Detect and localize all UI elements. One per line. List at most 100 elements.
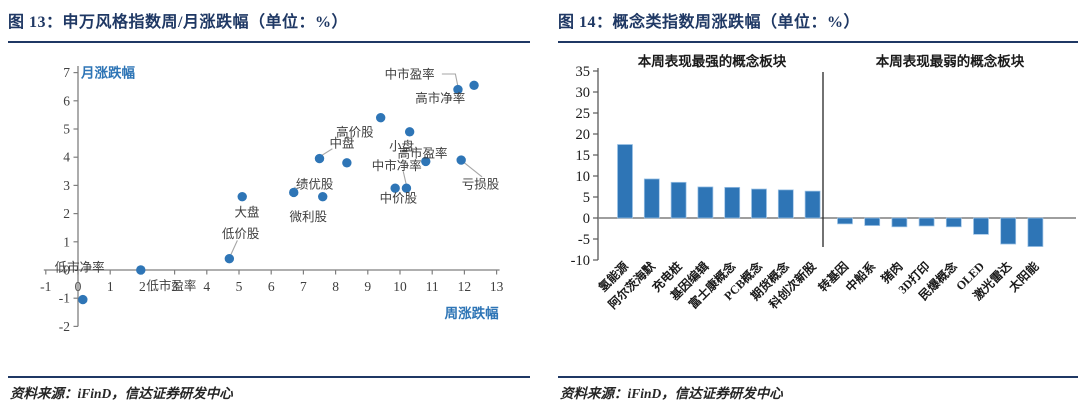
point-label: 高价股 xyxy=(336,124,374,139)
scatter-point xyxy=(237,191,247,202)
bar xyxy=(643,178,660,219)
scatter-point xyxy=(78,294,88,305)
bar xyxy=(973,217,989,235)
category-label: 太阳能 xyxy=(1005,259,1041,295)
bar xyxy=(670,181,687,219)
point-label: 绩优股 xyxy=(296,177,334,191)
y-tick-label: 30 xyxy=(576,85,591,101)
y-tick-label: 35 xyxy=(576,64,591,80)
scatter-point xyxy=(401,183,412,193)
bar xyxy=(918,217,935,227)
scatter-point xyxy=(314,153,325,164)
bar xyxy=(697,186,714,219)
x-tick-label: 7 xyxy=(300,279,307,294)
y-tick-label: 10 xyxy=(576,169,591,185)
point-label: 低价股 xyxy=(222,227,260,241)
x-tick-label: 9 xyxy=(364,279,371,294)
scatter-point xyxy=(453,84,463,95)
bar xyxy=(1027,217,1044,247)
scatter-point xyxy=(342,158,352,168)
scatter-point xyxy=(224,254,235,264)
bar xyxy=(837,217,853,225)
x-tick-label: 10 xyxy=(393,279,407,294)
point-label: 中市盈率 xyxy=(385,67,435,82)
point-label: 中市净率 xyxy=(372,158,422,173)
bar xyxy=(617,144,633,219)
x-tick-label: 6 xyxy=(268,279,275,294)
figure-14-footer-rule xyxy=(558,376,1078,378)
bar xyxy=(864,217,881,226)
point-label: 大盘 xyxy=(235,205,260,220)
label-connector xyxy=(441,73,459,87)
figure-13-source: 资料来源：iFinD，信达证券研发中心 xyxy=(10,386,233,401)
figure-13-footer-rule xyxy=(8,376,530,378)
bar xyxy=(751,188,767,219)
figure-14-title: 图 14：概念类指数周涨跌幅（单位：%） xyxy=(558,14,861,31)
category-label: 转基因 xyxy=(815,259,851,295)
y-tick-label: 25 xyxy=(576,106,591,122)
x-tick-label: 8 xyxy=(332,279,339,294)
x-tick-label: 2 xyxy=(139,279,146,294)
y-tick-label: 4 xyxy=(63,150,70,165)
point-label: 低市盈率 xyxy=(146,278,196,293)
x-tick-label: 0 xyxy=(75,279,82,294)
x-tick-label: 13 xyxy=(490,279,504,294)
y-tick-label: -10 xyxy=(571,253,590,269)
y-tick-label: 3 xyxy=(63,178,70,193)
x-tick-label: 12 xyxy=(458,279,472,294)
point-label: 中价股 xyxy=(380,191,418,206)
bar xyxy=(777,189,794,219)
point-label: 中盘 xyxy=(330,136,355,151)
bar xyxy=(945,217,962,228)
y-tick-label: -2 xyxy=(59,319,70,334)
point-label: 亏损股 xyxy=(462,177,500,191)
bar xyxy=(891,217,908,228)
y-tick-label: 15 xyxy=(576,148,591,164)
point-label: 高市盈率 xyxy=(398,145,448,160)
figure-14-source: 资料来源：iFinD，信达证券研发中心 xyxy=(560,386,783,401)
y-tick-label: -1 xyxy=(59,291,70,306)
label-connector xyxy=(402,171,407,186)
figure-13-title: 图 13：申万风格指数周/月涨跌幅（单位：%） xyxy=(8,14,348,31)
label-connector xyxy=(464,162,483,178)
y-tick-label: -5 xyxy=(578,232,590,248)
x-tick-label: 5 xyxy=(236,279,243,294)
scatter-point xyxy=(456,155,466,165)
point-label: 微利股 xyxy=(289,210,327,224)
y-tick-label: 2 xyxy=(63,206,70,221)
point-label: 高市净率 xyxy=(415,90,465,105)
scatter-point xyxy=(318,191,328,202)
bar-chart-concept-indices: -10 -5 0 5 10 15 20 25 30 35 本周表现最强的概念板块 本周表现最弱的概念板… xyxy=(571,53,1076,312)
x-tick-label: 1 xyxy=(107,279,114,294)
y-tick-label: 5 xyxy=(63,122,70,137)
point-label: 小盘 xyxy=(389,138,414,153)
scatter-point xyxy=(469,80,479,90)
bar xyxy=(804,190,821,219)
x-tick-label: 3 xyxy=(171,279,178,294)
bar xyxy=(724,186,741,219)
figure-13-title-rule xyxy=(8,41,530,43)
x-axis-title: 周涨跌幅 xyxy=(445,305,499,321)
scatter-point xyxy=(390,183,400,193)
x-tick-label: -1 xyxy=(40,279,51,294)
group-label-strongest: 本周表现最强的概念板块 xyxy=(638,53,787,69)
label-connector xyxy=(230,240,238,255)
point-label: 低市净率 xyxy=(55,260,105,275)
x-tick-label: 11 xyxy=(426,279,439,294)
y-tick-label: 0 xyxy=(583,211,590,227)
y-tick-label: 5 xyxy=(583,190,590,206)
x-tick-label: 4 xyxy=(203,279,210,294)
y-tick-label: 7 xyxy=(63,65,70,80)
group-label-weakest: 本周表现最弱的概念板块 xyxy=(876,53,1025,69)
bar xyxy=(1000,217,1017,245)
scatter-point xyxy=(136,265,146,275)
category-label: 中船系 xyxy=(842,259,878,295)
y-tick-label: 1 xyxy=(63,234,70,249)
label-connector xyxy=(320,148,333,157)
figure-14-title-rule xyxy=(558,41,1078,43)
scatter-point xyxy=(289,187,299,198)
scatter-point xyxy=(421,156,431,167)
scatter-point xyxy=(375,113,386,123)
